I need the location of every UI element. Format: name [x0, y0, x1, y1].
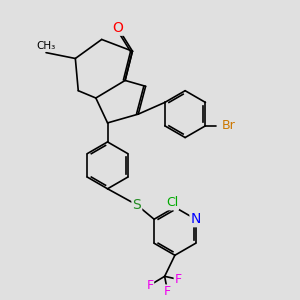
Text: N: N	[190, 212, 201, 226]
Text: Cl: Cl	[166, 196, 178, 209]
Text: F: F	[174, 273, 182, 286]
Text: F: F	[146, 279, 154, 292]
Text: Br: Br	[221, 119, 235, 132]
Text: O: O	[112, 21, 123, 35]
Text: CH₃: CH₃	[36, 41, 56, 51]
Text: S: S	[132, 198, 141, 212]
Text: F: F	[164, 285, 171, 298]
